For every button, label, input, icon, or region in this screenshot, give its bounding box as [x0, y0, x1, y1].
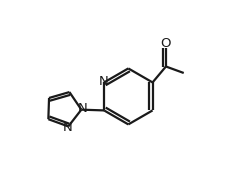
- Text: N: N: [62, 121, 72, 134]
- Text: O: O: [161, 37, 171, 50]
- Text: N: N: [99, 75, 108, 88]
- Text: N: N: [77, 102, 87, 115]
